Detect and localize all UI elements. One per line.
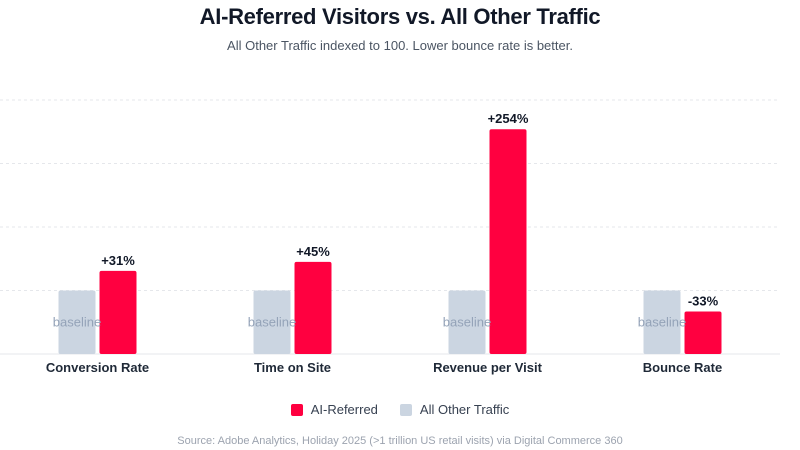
- baseline-label: baseline: [248, 314, 296, 329]
- bar-ai-referred: [489, 129, 527, 354]
- legend-item-other-traffic[interactable]: All Other Traffic: [399, 402, 510, 417]
- legend-swatch-ai: [290, 403, 303, 416]
- bar-other-traffic: [253, 290, 291, 354]
- bar-value-label: +45%: [296, 244, 330, 259]
- legend: AI-Referred All Other Traffic: [0, 402, 800, 417]
- bar-other-traffic: [643, 290, 681, 354]
- category-label: Time on Site: [254, 360, 331, 375]
- bar-ai-referred: [684, 311, 722, 354]
- bar-ai-referred: [294, 261, 332, 354]
- legend-item-ai-referred[interactable]: AI-Referred: [290, 402, 378, 417]
- chart-subtitle: All Other Traffic indexed to 100. Lower …: [227, 38, 573, 53]
- bar-other-traffic: [58, 290, 96, 354]
- bar-chart: baseline +31% Conversion Rate baseline +45% T…: [0, 99, 780, 375]
- baseline-label: baseline: [638, 314, 686, 329]
- chart-title: AI-Referred Visitors vs. All Other Traff…: [199, 4, 601, 29]
- bar-value-label: +31%: [101, 253, 135, 268]
- category-label: Conversion Rate: [46, 360, 149, 375]
- legend-swatch-other: [399, 403, 412, 416]
- legend-label-other: All Other Traffic: [419, 402, 510, 417]
- bar-ai-referred: [99, 270, 137, 354]
- bar-other-traffic: [448, 290, 486, 354]
- category-label: Bounce Rate: [643, 360, 722, 375]
- source-note: Source: Adobe Analytics, Holiday 2025 (>…: [177, 435, 623, 447]
- baseline-label: baseline: [443, 314, 491, 329]
- bar-value-label: -33%: [688, 293, 719, 308]
- baseline-label: baseline: [53, 314, 101, 329]
- legend-label-ai: AI-Referred: [310, 402, 378, 417]
- category-label: Revenue per Visit: [433, 360, 543, 375]
- bar-value-label: +254%: [488, 111, 529, 126]
